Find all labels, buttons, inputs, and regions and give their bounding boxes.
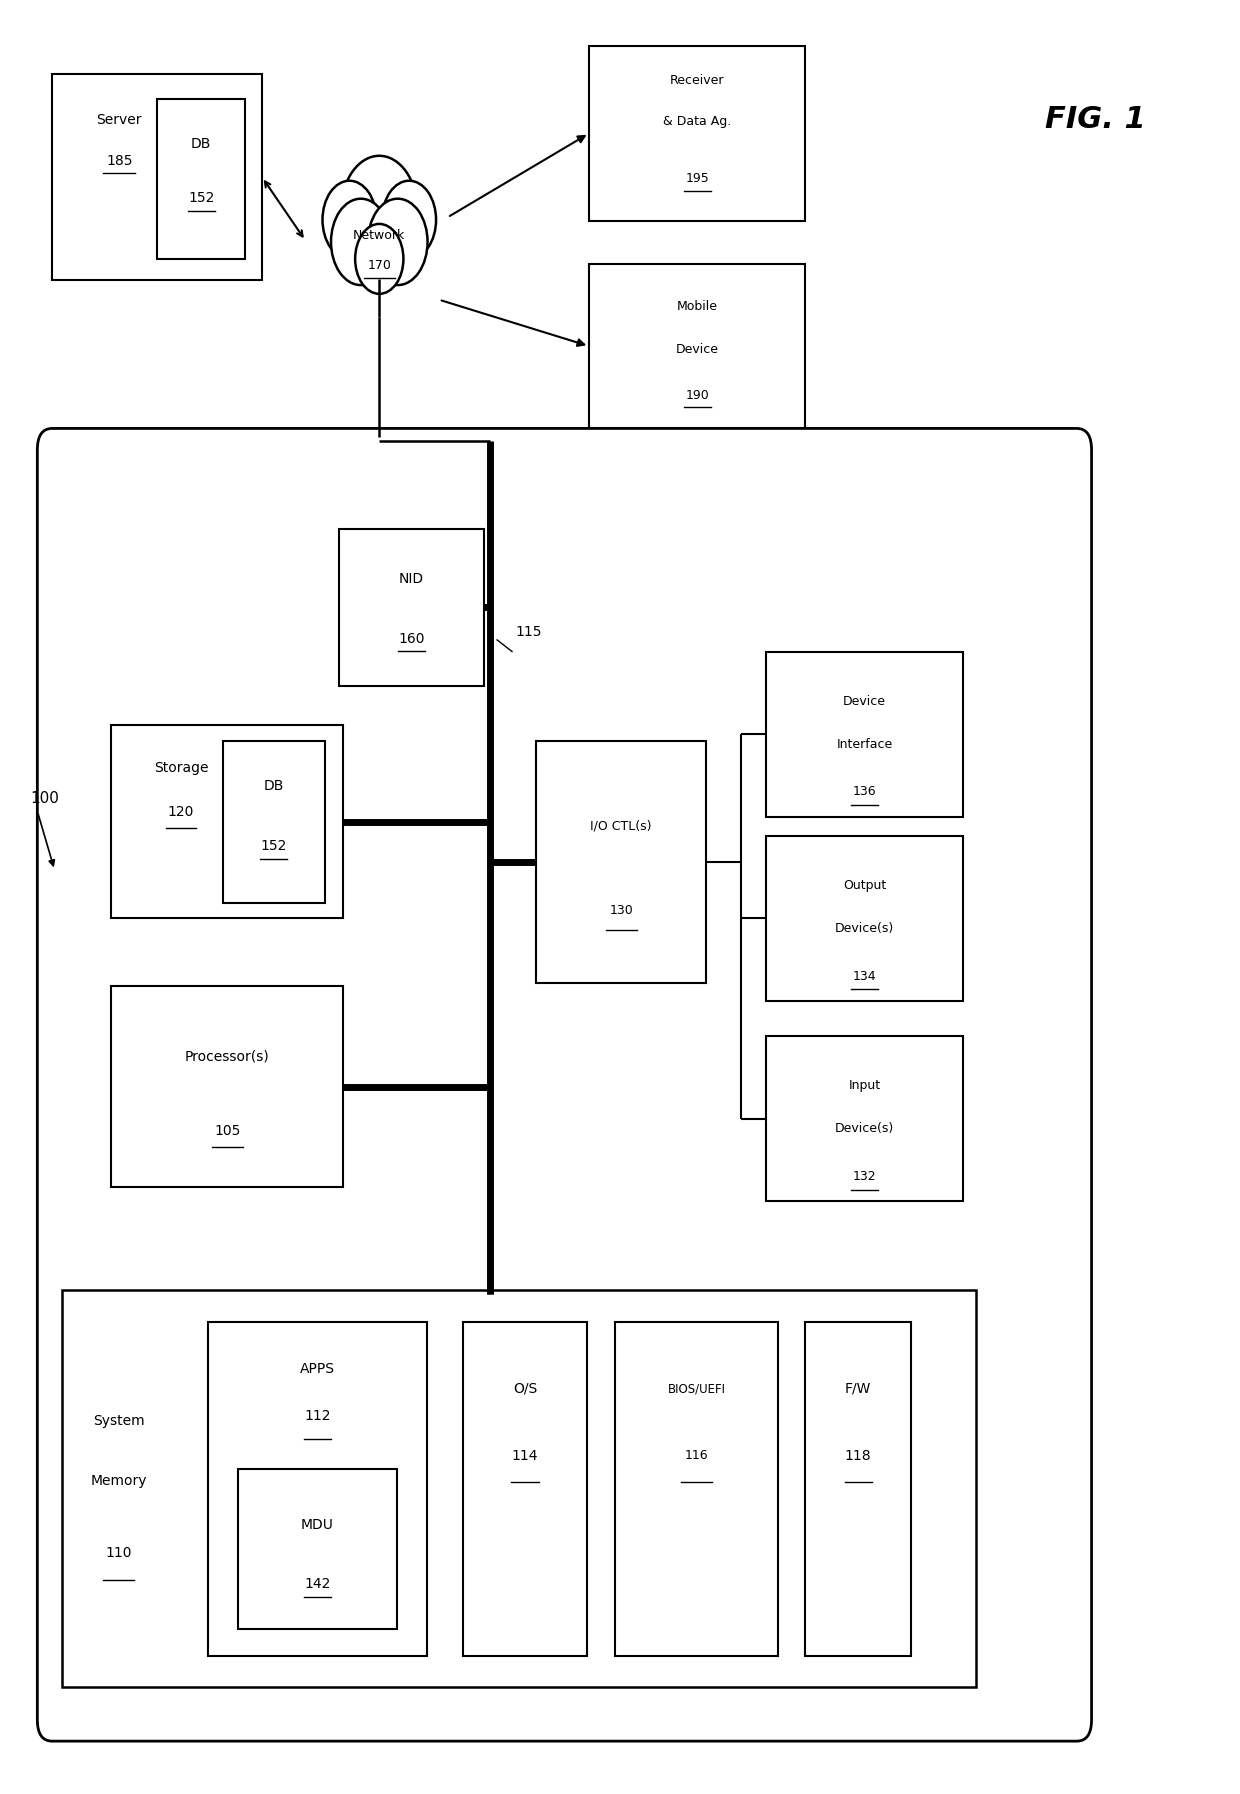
Text: 134: 134 (853, 969, 877, 983)
Text: Device: Device (676, 343, 719, 355)
Text: 112: 112 (304, 1408, 331, 1423)
Bar (589, 264, 805, 429)
Circle shape (355, 224, 403, 294)
Text: & Data Ag.: & Data Ag. (663, 115, 732, 127)
Text: 130: 130 (609, 904, 634, 917)
Text: 160: 160 (398, 631, 424, 646)
Text: 115: 115 (515, 626, 542, 639)
Circle shape (322, 181, 377, 258)
Text: System: System (93, 1414, 145, 1428)
Bar (765, 651, 963, 816)
Circle shape (341, 156, 418, 267)
Text: Receiver: Receiver (670, 74, 724, 88)
Text: 152: 152 (188, 192, 215, 206)
Text: BIOS/UEFI: BIOS/UEFI (667, 1383, 725, 1396)
Bar (805, 1322, 911, 1656)
Bar (62, 1290, 976, 1688)
Text: F/W: F/W (846, 1381, 872, 1396)
Bar (52, 74, 262, 280)
Text: Server: Server (97, 113, 143, 127)
Bar (112, 987, 343, 1186)
Text: I/O CTL(s): I/O CTL(s) (590, 820, 652, 832)
Bar (615, 1322, 777, 1656)
Text: 114: 114 (512, 1448, 538, 1462)
Text: Processor(s): Processor(s) (185, 1049, 270, 1064)
Circle shape (368, 199, 428, 285)
Text: 185: 185 (107, 154, 133, 167)
Text: DB: DB (191, 136, 211, 151)
Bar (765, 1037, 963, 1200)
Text: MDU: MDU (301, 1518, 334, 1532)
Text: Memory: Memory (91, 1475, 148, 1487)
Text: 132: 132 (853, 1170, 877, 1182)
Text: Storage: Storage (154, 761, 208, 775)
Text: 120: 120 (167, 806, 195, 820)
Bar (536, 741, 707, 983)
Circle shape (382, 181, 436, 258)
Text: 100: 100 (30, 791, 58, 806)
Text: NID: NID (399, 572, 424, 587)
Bar (589, 45, 805, 221)
Text: DB: DB (264, 779, 284, 793)
Circle shape (331, 199, 391, 285)
Text: Mobile: Mobile (677, 300, 718, 314)
Bar (207, 1322, 428, 1656)
Bar (464, 1322, 587, 1656)
Text: 170: 170 (367, 258, 392, 273)
Text: 142: 142 (304, 1577, 331, 1591)
Text: Device: Device (843, 694, 885, 709)
Text: Input: Input (848, 1080, 880, 1093)
FancyBboxPatch shape (37, 429, 1091, 1742)
Text: 195: 195 (686, 172, 709, 185)
Text: Device(s): Device(s) (835, 922, 894, 935)
Text: Interface: Interface (836, 737, 893, 750)
Text: 118: 118 (844, 1448, 872, 1462)
Bar (112, 725, 343, 919)
Text: 190: 190 (686, 389, 709, 402)
Bar (765, 836, 963, 1001)
Text: 105: 105 (215, 1123, 241, 1137)
Bar (223, 741, 325, 902)
Bar (157, 99, 246, 260)
Text: Device(s): Device(s) (835, 1121, 894, 1136)
Text: APPS: APPS (300, 1362, 335, 1376)
Text: FIG. 1: FIG. 1 (1045, 104, 1146, 133)
Bar (339, 529, 484, 685)
Bar (238, 1469, 397, 1629)
Text: 136: 136 (853, 786, 877, 798)
Text: Output: Output (843, 879, 887, 892)
Text: 110: 110 (105, 1545, 133, 1559)
Text: O/S: O/S (513, 1381, 537, 1396)
Text: 116: 116 (684, 1450, 708, 1462)
Text: 152: 152 (260, 840, 286, 854)
Text: Network: Network (353, 230, 405, 242)
